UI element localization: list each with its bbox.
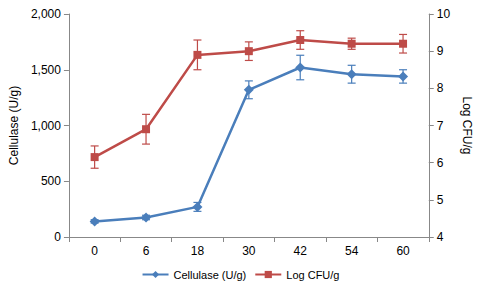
svg-text:0: 0: [91, 244, 98, 258]
svg-text:5: 5: [437, 193, 444, 207]
svg-text:Log CFU/g: Log CFU/g: [460, 96, 474, 154]
svg-text:30: 30: [242, 244, 256, 258]
svg-text:60: 60: [396, 244, 410, 258]
svg-text:7: 7: [437, 119, 444, 133]
svg-text:54: 54: [345, 244, 359, 258]
svg-text:10: 10: [437, 7, 451, 21]
svg-text:Cellulase (U/g): Cellulase (U/g): [7, 86, 21, 165]
svg-text:1,500: 1,500: [31, 63, 61, 77]
svg-text:8: 8: [437, 81, 444, 95]
svg-text:6: 6: [143, 244, 150, 258]
svg-text:18: 18: [191, 244, 205, 258]
svg-text:4: 4: [437, 230, 444, 244]
svg-text:0: 0: [54, 230, 61, 244]
svg-text:6: 6: [437, 156, 444, 170]
svg-text:42: 42: [294, 244, 308, 258]
svg-text:2,000: 2,000: [31, 7, 61, 21]
svg-text:9: 9: [437, 44, 444, 58]
svg-text:Cellulase (U/g): Cellulase (U/g): [174, 269, 247, 281]
svg-text:Log CFU/g: Log CFU/g: [286, 269, 339, 281]
svg-text:1,000: 1,000: [31, 119, 61, 133]
svg-text:500: 500: [41, 174, 61, 188]
